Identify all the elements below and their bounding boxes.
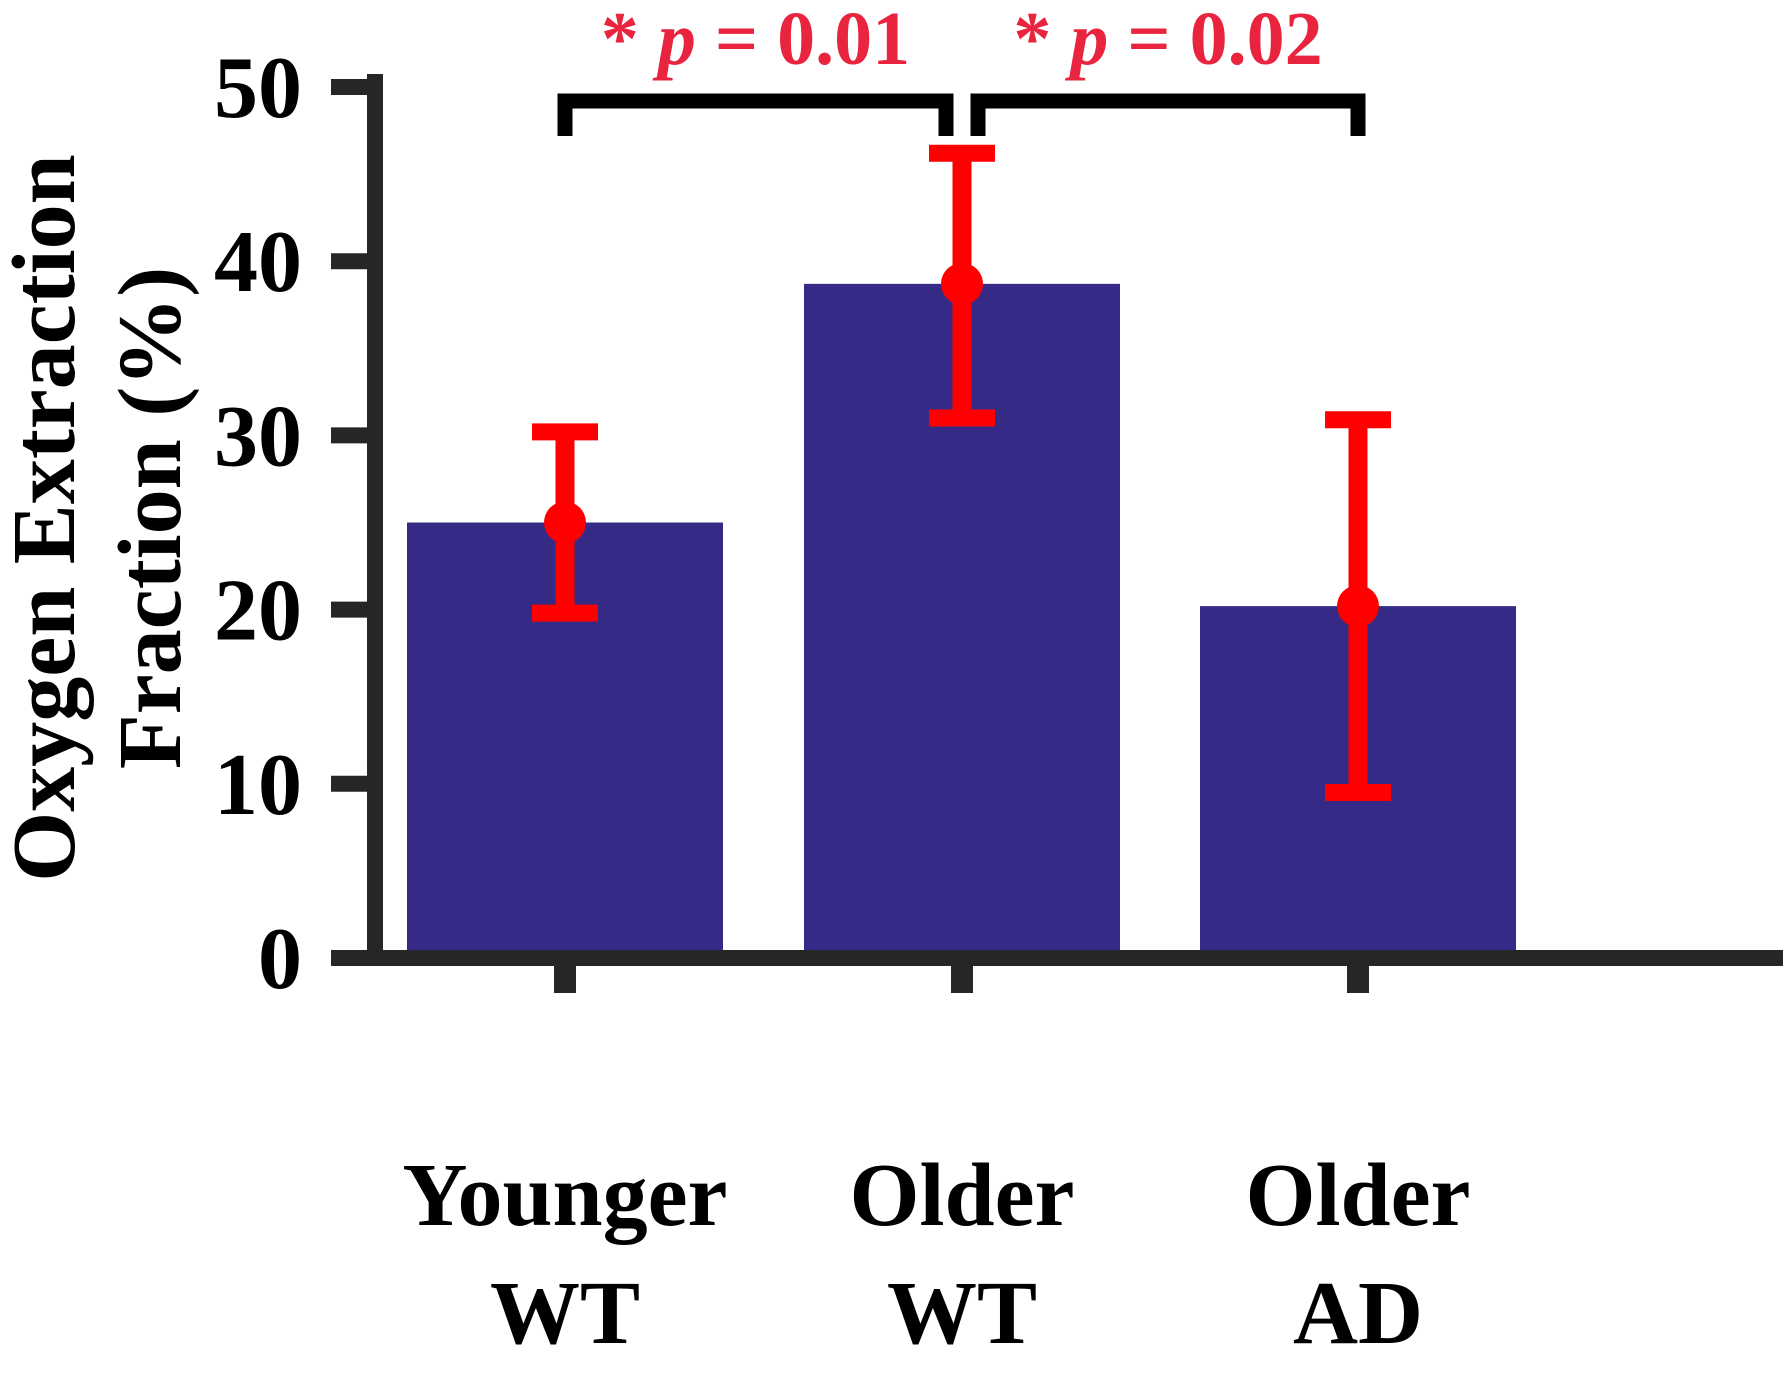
- significance-p-symbol-1: p: [1064, 0, 1108, 81]
- category-label-2-1: AD: [1293, 1264, 1423, 1363]
- y-tick-label-2: 20: [214, 563, 302, 660]
- axes: [331, 74, 1783, 993]
- y-tick-label-0: 0: [258, 911, 302, 1008]
- category-label-1-0: Older: [850, 1146, 1075, 1245]
- category-label-2-0: Older: [1246, 1146, 1471, 1245]
- y-tick-label-1: 10: [214, 737, 302, 834]
- category-label-1-1: WT: [887, 1264, 1037, 1363]
- significance-star-0: *: [601, 0, 658, 81]
- category-label-0-1: WT: [490, 1264, 640, 1363]
- significance-p-value-0: = 0.01: [696, 0, 910, 81]
- significance-brackets: * p = 0.01 * p = 0.02: [557, 0, 1366, 136]
- y-axis-title-line-1: Fraction (%): [101, 267, 200, 769]
- significance-p-symbol-0: p: [652, 0, 696, 81]
- mean-marker-1: [941, 262, 983, 305]
- significance-label-0: * p = 0.01: [601, 0, 910, 81]
- y-tick-label-4: 40: [214, 214, 302, 311]
- significance-bracket-0: [557, 93, 954, 136]
- mean-marker-2: [1337, 585, 1379, 628]
- significance-p-value-1: = 0.02: [1108, 0, 1322, 81]
- mean-marker-0: [544, 501, 586, 544]
- y-axis-ticks: 0 10 20 30 40 50: [214, 40, 302, 1008]
- significance-label-1: * p = 0.02: [1013, 0, 1322, 81]
- y-axis-title-line-0: Oxygen Extraction: [0, 154, 94, 881]
- x-axis-labels: Younger WT Older WT Older AD: [402, 1146, 1470, 1363]
- significance-bracket-1: [970, 93, 1366, 136]
- y-axis-title: Oxygen Extraction Fraction (%): [0, 154, 200, 881]
- significance-star-1: *: [1013, 0, 1070, 81]
- y-tick-label-3: 30: [214, 388, 302, 485]
- error-bars: [532, 144, 1391, 802]
- y-tick-label-5: 50: [214, 40, 302, 137]
- category-label-0-0: Younger: [402, 1146, 727, 1245]
